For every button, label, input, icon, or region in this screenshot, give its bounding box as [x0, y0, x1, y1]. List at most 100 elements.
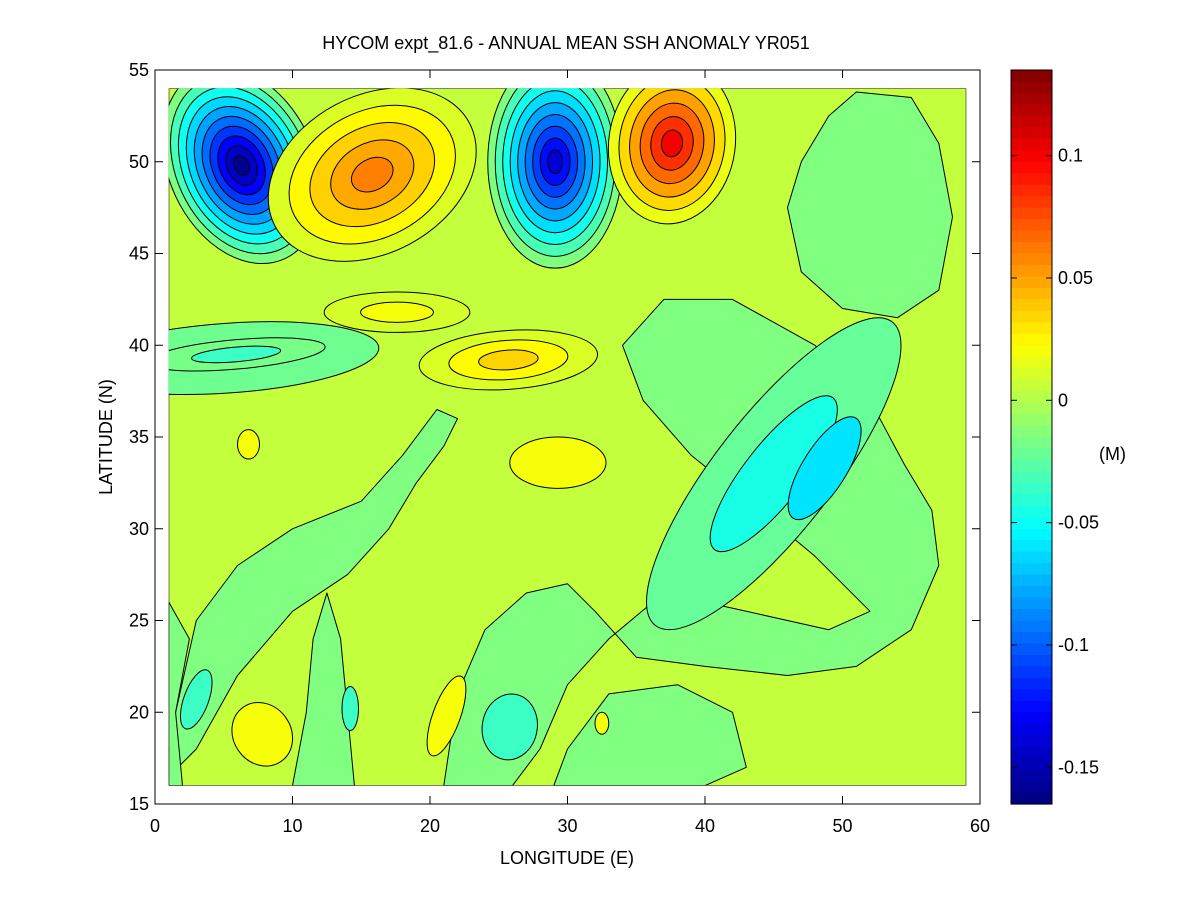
colorbar-swatch — [1011, 173, 1052, 186]
contour-region-far-south — [553, 684, 747, 786]
x-tick-label: 50 — [832, 816, 852, 836]
contour-feature-high-17E-42N — [323, 291, 471, 333]
contour-level-2 — [191, 345, 282, 364]
colorbar-swatch — [1011, 92, 1052, 106]
contour-feature-high-38E-51N — [607, 88, 737, 225]
x-tick-label: 60 — [970, 816, 990, 836]
colorbar-frame — [1010, 69, 1053, 805]
colorbar-swatch — [1011, 505, 1052, 518]
colorbar-swatch — [1011, 609, 1052, 622]
contour-feature-high-16E-49N — [267, 88, 477, 262]
contour-feature-low-29E-50N — [487, 88, 623, 269]
colorbar-swatch — [1011, 299, 1052, 312]
colorbar-swatch — [1011, 425, 1052, 438]
colorbar-tick-label: 0 — [1058, 390, 1068, 410]
colorbar-swatch — [1011, 769, 1052, 782]
colorbar-swatch — [1011, 264, 1052, 278]
colorbar-swatch — [1011, 482, 1052, 495]
colorbar-swatch — [1011, 758, 1052, 771]
y-tick-label: 40 — [129, 335, 149, 355]
colorbar-swatch — [1011, 437, 1052, 450]
contour-feature-high-32E-19N — [594, 711, 610, 735]
colorbar-swatch — [1011, 242, 1052, 255]
colorbar-swatch — [1011, 654, 1052, 667]
colorbar-swatch — [1011, 448, 1052, 461]
contour-level-1 — [426, 675, 467, 757]
x-axis: 0 10 20 30 40 50 60 — [150, 70, 990, 836]
colorbar-swatch — [1011, 735, 1052, 748]
chart-title: HYCOM expt_81.6 - ANNUAL MEAN SSH ANOMAL… — [322, 33, 810, 54]
colorbar-tick-label: 0.05 — [1058, 268, 1093, 288]
x-tick-label: 40 — [695, 816, 715, 836]
colorbar-swatch — [1011, 712, 1052, 725]
colorbar-swatch — [1011, 391, 1052, 404]
colorbar-swatch — [1011, 253, 1052, 266]
colorbar-swatch — [1011, 115, 1052, 128]
colorbar — [1011, 70, 1052, 805]
y-tick-label: 15 — [129, 794, 149, 814]
contour-feature-low-3E-21N — [179, 669, 213, 730]
colorbar-swatch — [1011, 620, 1052, 633]
contour-feature-low-26E-20N — [481, 693, 538, 761]
colorbar-swatch — [1011, 322, 1052, 335]
colorbar-swatch — [1011, 781, 1052, 794]
colorbar-tick-label: -0.15 — [1058, 757, 1099, 777]
contour-level-9 — [547, 149, 564, 175]
contour-feature-high-7E-35N — [237, 429, 260, 460]
colorbar-swatch — [1011, 471, 1052, 484]
colorbar-swatch — [1011, 356, 1052, 369]
y-tick-label: 25 — [129, 611, 149, 631]
contour-level-10 — [233, 155, 251, 176]
contour-level-2 — [360, 301, 434, 323]
y-tick-label: 50 — [129, 152, 149, 172]
colorbar-swatch — [1011, 81, 1052, 94]
colorbar-swatch — [1011, 574, 1052, 587]
colorbar-swatch — [1011, 700, 1052, 713]
contour-level-1 — [179, 669, 213, 730]
colorbar-swatch — [1011, 666, 1052, 679]
colorbar-tick-label: -0.1 — [1058, 635, 1089, 655]
colorbar-swatch — [1011, 184, 1052, 197]
colorbar-unit-label: (M) — [1099, 444, 1126, 464]
contour-region-central-south — [292, 592, 355, 786]
y-axis-label: LATITUDE (N) — [96, 379, 116, 495]
colorbar-swatch — [1011, 402, 1052, 415]
contour-level-3 — [478, 349, 539, 371]
contour-level-6 — [660, 129, 684, 158]
colorbar-swatch — [1011, 287, 1052, 300]
contour-region-northeast-shelf — [787, 91, 953, 319]
colorbar-swatch — [1011, 310, 1052, 323]
contour-region-west-basin — [168, 409, 458, 777]
colorbar-swatch — [1011, 207, 1052, 220]
colorbar-swatch — [1011, 368, 1052, 381]
colorbar-swatch — [1011, 563, 1052, 576]
y-tick-label: 30 — [129, 519, 149, 539]
contour-feature-low-6E-39N-inner — [168, 337, 326, 372]
colorbar-swatch — [1011, 517, 1052, 530]
colorbar-swatch — [1011, 643, 1052, 656]
contour-level-1 — [509, 436, 607, 489]
contour-feature-high-21E-20N — [426, 675, 467, 757]
colorbar-swatch — [1011, 551, 1052, 564]
colorbar-swatch — [1011, 414, 1052, 427]
contour-feature-high-29E-34N — [509, 436, 607, 489]
colorbar-swatch — [1011, 104, 1052, 117]
colorbar-swatch — [1011, 597, 1052, 610]
x-tick-label: 10 — [282, 816, 302, 836]
contour-level-1 — [237, 429, 260, 460]
colorbar-ticks: 0.1 0.05 0 -0.05 -0.1 -0.15 — [1011, 146, 1099, 777]
colorbar-swatch — [1011, 127, 1052, 140]
colorbar-swatch — [1011, 345, 1052, 358]
contour-level-5 — [350, 156, 394, 193]
contour-feature-low-14E-20N — [341, 686, 359, 732]
contour-feature-high-25E-39N — [418, 329, 599, 391]
colorbar-swatch — [1011, 689, 1052, 702]
colorbar-swatch — [1011, 631, 1052, 645]
colorbar-swatch — [1011, 196, 1052, 209]
y-tick-label: 45 — [129, 244, 149, 264]
contour-level-1 — [481, 693, 538, 761]
colorbar-swatch — [1011, 70, 1052, 83]
colorbar-swatch — [1011, 723, 1052, 736]
contour-level-1 — [341, 686, 359, 732]
